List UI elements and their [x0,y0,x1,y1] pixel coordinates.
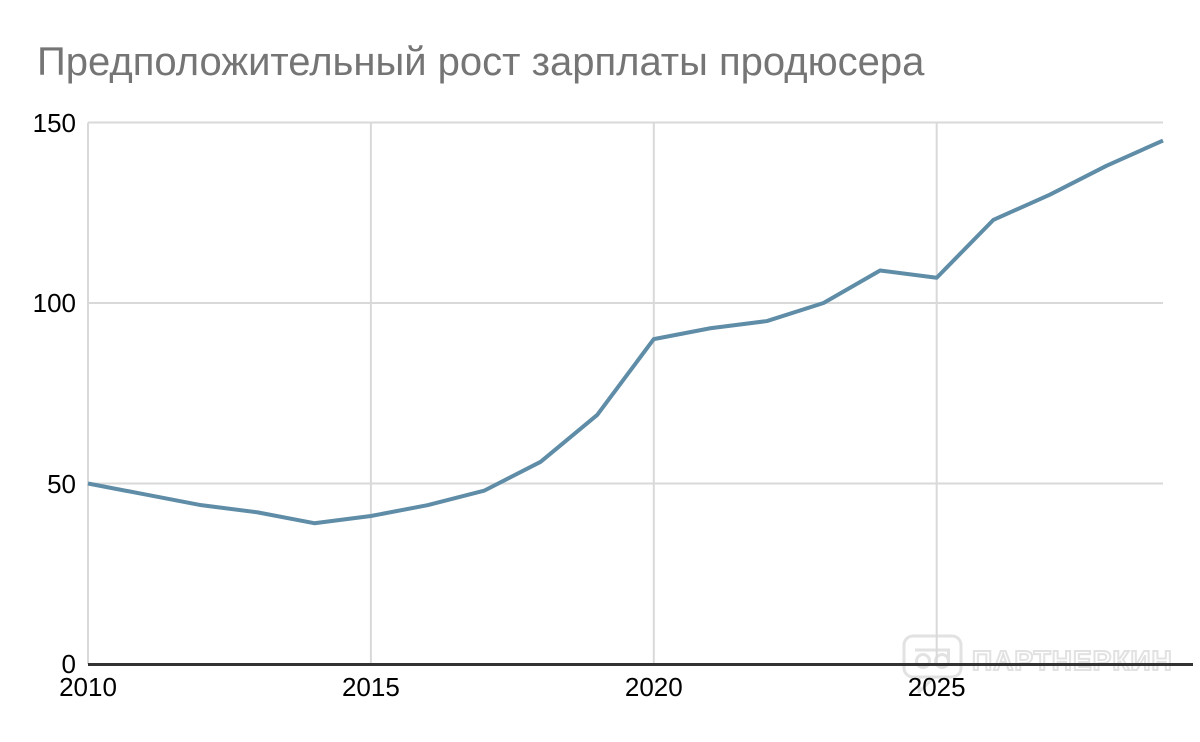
y-tick-label-0: 0 [61,649,76,679]
watermark: ПАРТНЕРКИН [902,634,1173,696]
y-tick-label-50: 50 [47,468,76,499]
x-tick-label-2015: 2015 [341,672,400,702]
y-tick-label-150: 150 [32,107,76,138]
x-tick-label-2025: 2025 [907,672,966,702]
x-tick-label-2020: 2020 [624,672,683,702]
watermark-text: ПАРТНЕРКИН [971,644,1173,677]
y-tick-label-100: 100 [32,288,76,318]
partnerkin-logo-icon [902,634,963,694]
salary-line-series [87,138,1164,526]
chart-title: Предположительный рост зарплаты продюсер… [37,40,925,84]
x-tick-label-2010: 2010 [59,672,117,702]
